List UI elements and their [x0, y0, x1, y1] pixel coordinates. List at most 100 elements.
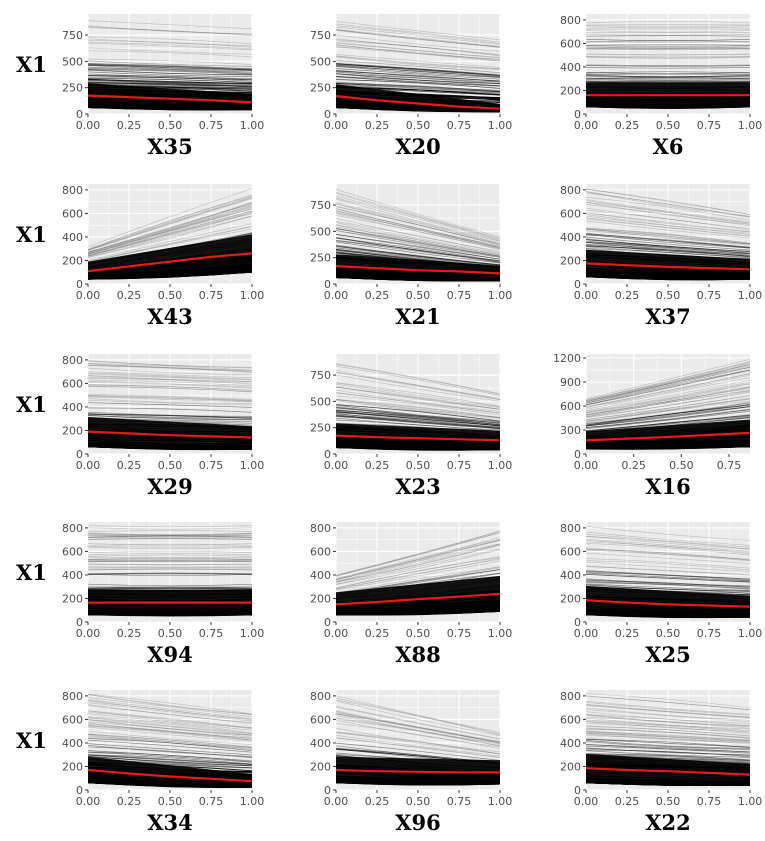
ice-curve	[335, 710, 501, 742]
ice-curve	[585, 383, 751, 414]
ice-curve	[87, 212, 253, 257]
x-tick-label: 1.00	[240, 627, 265, 640]
ice-curve	[585, 753, 751, 761]
ice-curve	[87, 364, 253, 372]
ice-curve	[87, 60, 253, 67]
ice-curve	[585, 215, 751, 235]
x-tick-label: 0.50	[158, 289, 183, 302]
ice-curve	[585, 725, 751, 736]
ice-curve	[87, 399, 253, 406]
ice-curve	[87, 414, 253, 420]
ice-curve	[335, 211, 501, 249]
y-tick-label: 0	[324, 448, 331, 461]
ice-curve	[335, 543, 501, 583]
ice-curve	[335, 539, 501, 581]
ice-curve	[585, 398, 751, 422]
ice-curve	[585, 45, 751, 48]
ice-curve	[335, 83, 501, 93]
ice-curve	[335, 566, 501, 594]
ice-curve	[585, 366, 751, 404]
ice-curve	[87, 750, 253, 762]
x-tick-label: 1.00	[240, 795, 265, 808]
ice-curve	[585, 358, 751, 400]
ice-curve	[585, 579, 751, 588]
ice-curve	[585, 106, 751, 109]
x-axis-label: X21	[395, 304, 441, 329]
y-tick-label: 600	[560, 400, 581, 413]
ice-curve	[585, 361, 751, 401]
ice-curve	[585, 406, 751, 427]
ice-curve	[87, 226, 253, 262]
ice-curve	[585, 233, 751, 248]
ice-curve	[87, 557, 253, 561]
ice-curve	[87, 702, 253, 722]
ice-curve	[335, 46, 501, 62]
y-tick-label: 800	[560, 14, 581, 27]
x-axis-label: X94	[147, 642, 193, 667]
ice-curve	[585, 614, 751, 618]
ice-curve	[585, 578, 751, 587]
ice-curve	[585, 740, 751, 749]
y-tick-label: 600	[560, 207, 581, 220]
ice-curve	[87, 206, 253, 255]
ice-curve	[87, 586, 253, 589]
ice-curve	[87, 77, 253, 83]
axis-ticks: 0.00 0.25 0.50 0.75 1.00 0 200 400 600 800	[62, 354, 264, 472]
ice-curve	[585, 728, 751, 739]
ice-curve	[585, 395, 751, 421]
ice-curve	[335, 372, 501, 400]
x-axis-label: X37	[645, 304, 691, 329]
ice-curve	[335, 197, 501, 242]
ice-curve	[335, 413, 501, 428]
ice-curve	[87, 38, 253, 47]
ice-curve	[87, 382, 253, 389]
ice-curve	[585, 220, 751, 239]
ice-curve	[585, 38, 751, 42]
ice-curve	[335, 706, 501, 740]
ice-curve	[585, 722, 751, 734]
ice-curve	[335, 44, 501, 61]
ice-curve	[335, 404, 501, 422]
ice-curve	[585, 714, 751, 727]
x-axis-label: X34	[147, 810, 193, 835]
ice-curve	[335, 544, 501, 583]
axis-ticks: 0.00 0.25 0.50 0.75 1.00 0 200 400 600 800	[62, 184, 264, 302]
ice-curve	[87, 537, 253, 540]
panel-x96: 0.00 0.25 0.50 0.75 1.00 0 200 400 600 800 X96	[310, 690, 512, 835]
ice-curve	[585, 242, 751, 255]
ice-curve	[585, 46, 751, 49]
ice-curve	[335, 234, 501, 260]
x-tick-label: 0.50	[406, 795, 431, 808]
ice-curve	[335, 544, 501, 583]
ice-curves	[585, 358, 751, 450]
ice-curve	[585, 735, 751, 745]
ice-curve	[585, 730, 751, 741]
ice-curve	[87, 20, 253, 30]
ice-curve	[335, 62, 501, 75]
ice-curve	[585, 200, 751, 224]
ice-curve	[87, 716, 253, 734]
ice-curve	[87, 699, 253, 719]
ice-curve	[335, 404, 501, 422]
ice-curve	[585, 416, 751, 433]
ice-curve	[585, 573, 751, 583]
ice-curve	[87, 79, 253, 84]
ice-curve	[585, 243, 751, 256]
ice-curve	[585, 402, 751, 425]
x-tick-label: 0.50	[158, 119, 183, 132]
ice-curve	[585, 727, 751, 738]
ice-curve	[585, 566, 751, 576]
y-tick-label: 250	[310, 82, 331, 95]
panel-x6: 0.00 0.25 0.50 0.75 1.00 0 200 400 600 800 X6	[560, 14, 762, 159]
ice-curve	[87, 733, 253, 748]
ice-curve	[335, 79, 501, 89]
ice-curve	[87, 535, 253, 538]
x-tick-label: 0.25	[117, 289, 142, 302]
ice-curve	[585, 227, 751, 244]
ice-curve	[87, 543, 253, 546]
y-tick-label: 800	[62, 690, 83, 703]
ice-curve	[87, 756, 253, 767]
x-tick-label: 1.00	[488, 459, 513, 472]
ice-curves	[87, 20, 253, 111]
ice-curves	[335, 695, 501, 786]
